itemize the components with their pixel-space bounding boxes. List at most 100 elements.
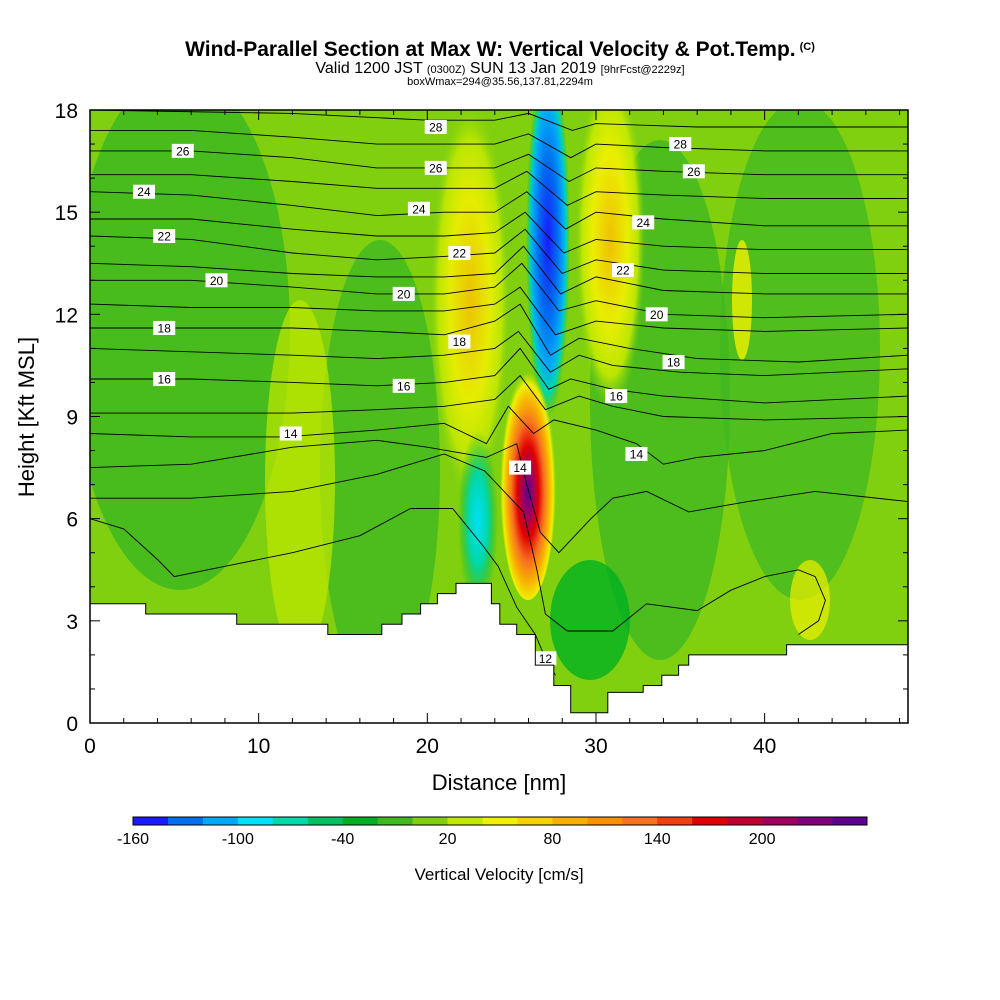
contour-label-text: 26 — [429, 161, 443, 175]
contour-label-21: 14 — [509, 460, 532, 475]
colorbar-swatch — [133, 817, 169, 825]
contour-label-box — [448, 246, 471, 261]
contour-label-box — [611, 263, 634, 278]
contour-labels: 28 28 26 26 26 24 24 24 22 22 22 20 20 20 18 18 18 16 16 16… — [132, 120, 705, 666]
contour-label-box — [153, 320, 176, 335]
colorbar-swatch — [307, 817, 344, 825]
theta-contour-9 — [90, 262, 908, 319]
theta-contour-1 — [90, 453, 826, 635]
updraft-core — [500, 360, 556, 600]
y-axis-title: Height [Kft MSL] — [14, 337, 39, 497]
contour-label-13: 20 — [645, 307, 668, 322]
contour-label-box — [625, 446, 648, 461]
contour-label-7: 24 — [632, 215, 655, 230]
y-tick-label: 6 — [66, 509, 78, 532]
colorbar-swatch — [272, 817, 309, 825]
potential-temperature-contours — [90, 110, 908, 676]
contour-label-box — [509, 460, 532, 475]
contour-label-box — [645, 307, 668, 322]
theta-contour-3 — [90, 405, 908, 465]
colorbar-tick-label: -40 — [331, 831, 354, 848]
contour-label-23: 12 — [534, 651, 557, 666]
contour-label-8: 22 — [153, 229, 176, 244]
contour-label-box — [153, 229, 176, 244]
contour-label-3: 26 — [424, 160, 447, 175]
y-tick-label: 3 — [66, 611, 78, 634]
terrain-mask — [90, 582, 908, 723]
contour-label-text: 24 — [137, 185, 151, 199]
theta-contour-0 — [90, 508, 556, 676]
colorbar-swatch — [552, 817, 588, 825]
colorbar-swatch — [692, 817, 728, 825]
contour-label-box — [605, 389, 628, 404]
contour-label-text: 26 — [176, 144, 190, 158]
valid-time-line: Valid 1200 JST (0300Z) SUN 13 Jan 2019 [… — [0, 60, 1000, 78]
contour-label-15: 18 — [448, 334, 471, 349]
contour-label-box — [153, 372, 176, 387]
contour-label-text: 22 — [616, 264, 630, 278]
contour-label-17: 16 — [153, 372, 176, 387]
contour-label-text: 28 — [429, 121, 443, 135]
theta-contour-15 — [90, 150, 908, 183]
valid-date: SUN 13 Jan 2019 — [469, 60, 597, 77]
contour-label-text: 16 — [397, 379, 411, 393]
contour-label-text: 16 — [158, 373, 172, 387]
contour-label-4: 26 — [682, 164, 705, 179]
contour-label-box — [424, 160, 447, 175]
yellow-streak-east — [732, 240, 752, 360]
green-band-far-east — [720, 110, 880, 600]
yellow-band-downwind — [575, 110, 645, 410]
yellow-patch-east — [790, 560, 830, 640]
contour-label-text: 18 — [453, 335, 467, 349]
green-core-lee — [550, 560, 630, 680]
x-tick-label: 30 — [584, 735, 607, 758]
x-tick-label: 40 — [753, 735, 776, 758]
contour-label-box — [392, 286, 415, 301]
colorbar-tick-label: 20 — [439, 831, 457, 848]
contour-label-box — [205, 273, 228, 288]
contour-label-text: 22 — [158, 230, 172, 244]
y-tick-label: 9 — [66, 407, 78, 430]
contour-label-box — [662, 355, 685, 370]
yellow-band-upwind — [430, 110, 510, 500]
yellow-band-west — [265, 300, 335, 660]
y-tick-label: 15 — [55, 202, 78, 225]
contour-label-text: 26 — [687, 165, 701, 179]
green-band-west — [90, 110, 290, 590]
colorbar-swatch — [622, 817, 658, 825]
theta-contour-13 — [90, 191, 908, 230]
contour-label-6: 24 — [407, 201, 430, 216]
contour-label-text: 14 — [630, 447, 644, 461]
contour-label-5: 24 — [132, 184, 155, 199]
contour-label-10: 22 — [611, 263, 634, 278]
theta-contour-4 — [90, 374, 908, 421]
valid-local: Valid 1200 JST — [315, 60, 423, 77]
colorbar-frame — [132, 816, 868, 826]
colorbar-swatch — [657, 817, 693, 825]
contour-label-text: 20 — [210, 274, 224, 288]
contour-label-text: 14 — [284, 427, 298, 441]
contour-label-text: 16 — [610, 390, 624, 404]
colorbar-swatch — [517, 817, 553, 825]
colorbar-swatch — [482, 817, 518, 825]
colorbar-swatch — [797, 817, 833, 825]
colorbar-swatch — [377, 817, 413, 825]
contour-label-box — [669, 137, 692, 152]
theta-contour-7 — [90, 303, 908, 363]
contour-label-box — [448, 334, 471, 349]
contour-label-box — [534, 651, 557, 666]
colorbar: -160 -100 -40 20 80 140 200 — [117, 816, 868, 848]
theta-contour-6 — [90, 330, 908, 377]
theta-contour-8 — [90, 286, 908, 336]
x-tick-label: 10 — [247, 735, 270, 758]
contour-label-12: 20 — [392, 286, 415, 301]
colorbar-swatch — [587, 817, 623, 825]
contour-label-text: 28 — [674, 138, 688, 152]
contour-label-text: 14 — [513, 461, 527, 475]
colorbar-tick-label: 80 — [544, 831, 562, 848]
copyright-mark: (C) — [799, 41, 815, 53]
colorbar-swatch — [762, 817, 798, 825]
contour-label-text: 20 — [397, 287, 411, 301]
colorbar-swatch — [412, 817, 448, 825]
